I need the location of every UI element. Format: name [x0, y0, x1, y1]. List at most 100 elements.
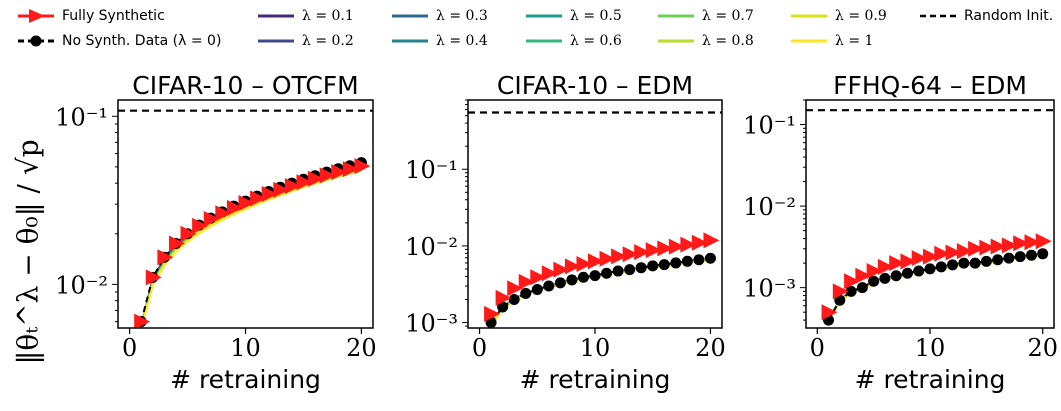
fully-synthetic-point [855, 267, 872, 284]
no-synth-point [879, 272, 891, 284]
no-synth-point [554, 277, 566, 289]
fully-synthetic-point [691, 234, 708, 251]
plot-area [468, 111, 722, 328]
legend-lambda-label: λ = 0.8 [702, 33, 754, 49]
fully-synthetic-point [354, 158, 371, 175]
black-dot-marker-icon [18, 35, 54, 47]
dashed-line-icon [920, 14, 956, 18]
fully-synthetic-point [530, 269, 547, 286]
fully-synthetic-point [923, 248, 939, 265]
fully-synthetic-point [622, 246, 639, 263]
y-tick-label: 10⁻² [743, 193, 796, 221]
no-synth-point [704, 252, 716, 264]
fully-synthetic-point [134, 313, 151, 328]
fully-synthetic-point [599, 250, 616, 267]
no-synth-point [531, 284, 543, 296]
legend-lambda-5: λ = 0.5 [526, 8, 622, 24]
legend-lambda-3: λ = 0.3 [392, 8, 488, 24]
no-synth-point [913, 265, 925, 277]
no-synth-line [490, 257, 711, 324]
x-tick-label: 20 [695, 334, 726, 362]
line-swatch-icon [658, 14, 694, 18]
line-swatch-icon [392, 14, 428, 18]
no-synth-point [890, 270, 902, 282]
charts-area: CIFAR-10 – OTCFM 0 10 20 # retraining 10⁻¹ 10⁻… [55, 71, 1058, 394]
fully-synthetic-point [192, 217, 209, 234]
no-synth-point [543, 280, 555, 292]
line-swatch-icon [526, 14, 562, 18]
fully-synthetic-point [680, 236, 697, 253]
fully-synthetic-point [215, 205, 232, 222]
chart-title: CIFAR-10 – OTCFM [132, 71, 359, 100]
x-tick-label: 0 [810, 334, 825, 362]
fully-synthetic-point [261, 185, 278, 202]
y-tick-label: 10⁻³ [405, 310, 458, 338]
fully-synthetic-point [657, 240, 674, 257]
x-axis-label: # retraining [170, 365, 321, 394]
legend-fully-synthetic-label: Fully Synthetic [62, 8, 165, 24]
y-tick-label: 10⁻¹ [55, 103, 108, 131]
x-tick-label: 10 [915, 334, 946, 362]
no-synth-point [520, 287, 532, 299]
no-synth-point [958, 257, 970, 269]
fully-synthetic-point [308, 170, 325, 187]
fully-synthetic-point [273, 181, 290, 198]
no-synth-point [992, 254, 1004, 266]
fully-synthetic-point [979, 239, 996, 256]
chart-1: CIFAR-10 – OTCFM 0 10 20 # retraining 10⁻¹ 10⁻… [55, 71, 377, 394]
no-synth-point [693, 254, 705, 266]
no-synth-point [868, 275, 880, 287]
fully-synthetic-point [634, 244, 651, 261]
line-swatch-icon [258, 39, 294, 43]
chart-3: FFHQ-64 – EDM 0 10 20 # retraining 10⁻¹ 10⁻² 10… [743, 71, 1058, 394]
legend-lambda-label: λ = 0.1 [302, 8, 354, 24]
fully-synthetic-point [1013, 235, 1030, 252]
fully-synthetic-point [668, 238, 685, 255]
y-tick-label: 10⁻¹ [405, 156, 458, 184]
fully-synthetic-point [945, 244, 962, 261]
legend-lambda-label: λ = 0.9 [835, 8, 887, 24]
no-synth-point [635, 262, 647, 274]
no-synth-point [624, 264, 636, 276]
no-synth-point [969, 257, 981, 269]
fully-synthetic-point [821, 304, 838, 321]
legend-lambda-2: λ = 0.2 [258, 33, 354, 49]
fully-synthetic-point [866, 263, 883, 279]
fully-synthetic-point [507, 280, 524, 297]
no-synth-point [924, 263, 936, 275]
line-swatch-icon [526, 39, 562, 43]
fully-synthetic-point [611, 248, 628, 265]
no-synth-point [485, 317, 497, 328]
no-synth-point [935, 261, 947, 273]
legend-lambda-label: λ = 0.7 [702, 8, 754, 24]
plot-area [806, 109, 1054, 326]
fully-synthetic-point [180, 225, 197, 242]
no-synth-point [980, 255, 992, 267]
legend-lambda-1: λ = 0.1 [258, 8, 354, 24]
line-swatch-icon [791, 14, 827, 18]
fully-synthetic-point [990, 238, 1007, 255]
legend-random-init: Random Init. [920, 8, 1053, 24]
chart-2: CIFAR-10 – EDM 0 10 20 # retraining 10⁻¹ 10⁻² 1… [405, 71, 726, 394]
fully-synthetic-point [588, 253, 604, 270]
y-tick-label: 10⁻² [55, 271, 108, 299]
fully-synthetic-point [877, 258, 894, 275]
fully-synthetic-point [564, 258, 581, 275]
legend-lambda-8: λ = 0.8 [658, 33, 754, 49]
fully-synthetic-point [203, 210, 220, 227]
legend-lambda-label: λ = 0.4 [436, 33, 488, 49]
fully-synthetic-point [1035, 233, 1052, 250]
no-synth-point [856, 282, 868, 294]
fully-synthetic-point [645, 242, 662, 259]
no-synth-point [681, 255, 693, 267]
no-synth-point [845, 285, 857, 297]
x-axis-label: # retraining [520, 365, 671, 394]
fully-synthetic-point [495, 289, 512, 306]
legend-lambda-9: λ = 0.9 [791, 8, 887, 24]
line-swatch-icon [658, 39, 694, 43]
fully-synthetic-point [832, 283, 849, 300]
fully-synthetic-point [157, 249, 174, 266]
no-synth-point [566, 274, 578, 286]
fully-synthetic-point [934, 245, 951, 262]
fully-synthetic-point [844, 273, 861, 290]
